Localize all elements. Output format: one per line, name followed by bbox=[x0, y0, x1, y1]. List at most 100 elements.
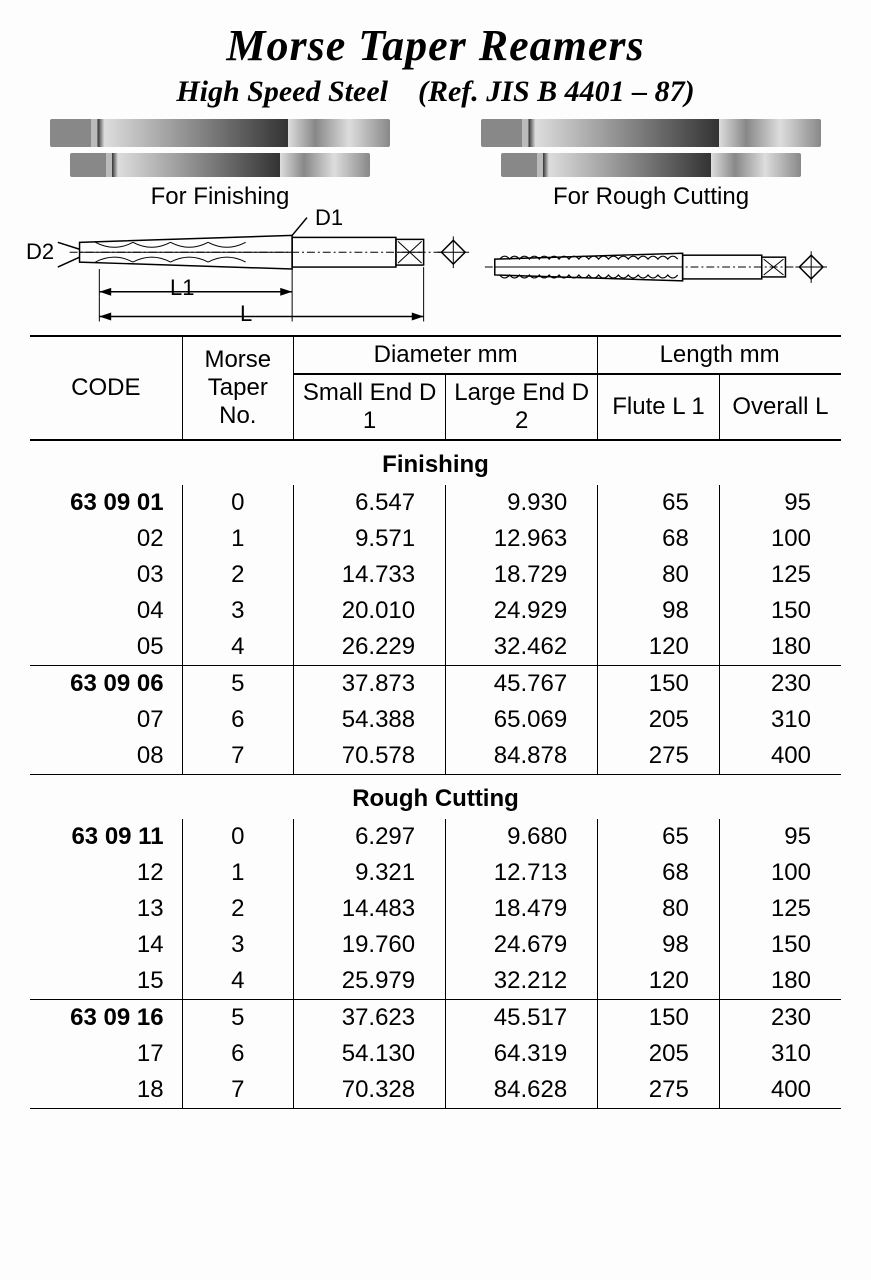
cell-d2: 18.479 bbox=[446, 891, 598, 927]
cell-code: 14 bbox=[30, 927, 182, 963]
cell-l: 310 bbox=[719, 1036, 841, 1072]
cell-l: 310 bbox=[719, 702, 841, 738]
table-row: 04320.01024.92998150 bbox=[30, 593, 841, 629]
cell-code: 03 bbox=[30, 557, 182, 593]
cell-l: 400 bbox=[719, 738, 841, 775]
cell-l: 150 bbox=[719, 927, 841, 963]
cell-l: 95 bbox=[719, 819, 841, 855]
cell-l1: 120 bbox=[598, 963, 720, 1000]
cell-l1: 205 bbox=[598, 1036, 720, 1072]
finishing-reamer-small-icon bbox=[70, 153, 370, 177]
cell-d1: 9.321 bbox=[294, 855, 446, 891]
table-row: 14319.76024.67998150 bbox=[30, 927, 841, 963]
cell-l: 180 bbox=[719, 963, 841, 1000]
cell-l1: 68 bbox=[598, 521, 720, 557]
cell-d1: 70.328 bbox=[294, 1072, 446, 1109]
cell-l: 150 bbox=[719, 593, 841, 629]
page-header: Morse Taper Reamers High Speed Steel (Re… bbox=[30, 20, 841, 109]
d1-label: D1 bbox=[315, 205, 343, 231]
cell-taper: 0 bbox=[182, 485, 294, 521]
cell-taper: 6 bbox=[182, 1036, 294, 1072]
cell-l: 180 bbox=[719, 629, 841, 666]
cell-taper: 0 bbox=[182, 819, 294, 855]
cell-l1: 150 bbox=[598, 1000, 720, 1037]
finishing-reamer-large-icon bbox=[50, 119, 390, 147]
cell-d1: 9.571 bbox=[294, 521, 446, 557]
cell-taper: 7 bbox=[182, 738, 294, 775]
cell-taper: 2 bbox=[182, 891, 294, 927]
cell-l1: 65 bbox=[598, 485, 720, 521]
cell-l: 100 bbox=[719, 855, 841, 891]
rough-label: For Rough Cutting bbox=[553, 183, 749, 211]
th-l: Overall L bbox=[719, 374, 841, 440]
cell-d1: 54.388 bbox=[294, 702, 446, 738]
th-diameter: Diameter mm bbox=[294, 336, 598, 374]
cell-taper: 6 bbox=[182, 702, 294, 738]
subheader: High Speed Steel (Ref. JIS B 4401 – 87) bbox=[30, 75, 841, 109]
cell-d2: 45.517 bbox=[446, 1000, 598, 1037]
cell-d2: 32.212 bbox=[446, 963, 598, 1000]
table-body: Finishing63 09 0106.5479.93065950219.571… bbox=[30, 440, 841, 1109]
cell-d1: 19.760 bbox=[294, 927, 446, 963]
cell-code: 12 bbox=[30, 855, 182, 891]
cell-taper: 4 bbox=[182, 629, 294, 666]
diagram-right bbox=[475, 237, 831, 307]
table-row: 1219.32112.71368100 bbox=[30, 855, 841, 891]
l1-label: L1 bbox=[170, 275, 194, 301]
cell-code: 18 bbox=[30, 1072, 182, 1109]
th-taper: Morse Taper No. bbox=[182, 336, 294, 440]
cell-taper: 1 bbox=[182, 855, 294, 891]
cell-d1: 26.229 bbox=[294, 629, 446, 666]
spec-table: CODE Morse Taper No. Diameter mm Length … bbox=[30, 335, 841, 1109]
cell-code: 05 bbox=[30, 629, 182, 666]
table-row: 18770.32884.628275400 bbox=[30, 1072, 841, 1109]
cell-code: 02 bbox=[30, 521, 182, 557]
th-length: Length mm bbox=[598, 336, 841, 374]
page-title: Morse Taper Reamers bbox=[30, 20, 841, 71]
cell-l: 95 bbox=[719, 485, 841, 521]
rough-reamer-large-icon bbox=[481, 119, 821, 147]
cell-l1: 98 bbox=[598, 927, 720, 963]
cell-d1: 37.623 bbox=[294, 1000, 446, 1037]
cell-taper: 1 bbox=[182, 521, 294, 557]
cell-taper: 4 bbox=[182, 963, 294, 1000]
cell-l1: 205 bbox=[598, 702, 720, 738]
l-label: L bbox=[240, 301, 252, 327]
table-row: 63 09 0106.5479.9306595 bbox=[30, 485, 841, 521]
rough-reamer-small-icon bbox=[501, 153, 801, 177]
cell-d1: 54.130 bbox=[294, 1036, 446, 1072]
cell-l1: 65 bbox=[598, 819, 720, 855]
table-row: 63 09 16537.62345.517150230 bbox=[30, 1000, 841, 1037]
reference: (Ref. JIS B 4401 – 87) bbox=[418, 75, 695, 109]
table-row: 08770.57884.878275400 bbox=[30, 738, 841, 775]
diagram-row: D1 D2 L1 L bbox=[30, 217, 841, 327]
table-row: 63 09 06537.87345.767150230 bbox=[30, 666, 841, 703]
cell-d2: 84.628 bbox=[446, 1072, 598, 1109]
table-row: 17654.13064.319205310 bbox=[30, 1036, 841, 1072]
cell-d1: 14.483 bbox=[294, 891, 446, 927]
cell-l: 230 bbox=[719, 666, 841, 703]
cell-d2: 24.679 bbox=[446, 927, 598, 963]
subtitle: High Speed Steel bbox=[176, 75, 388, 109]
cell-d1: 14.733 bbox=[294, 557, 446, 593]
cell-l1: 275 bbox=[598, 738, 720, 775]
cell-d2: 9.930 bbox=[446, 485, 598, 521]
th-d2: Large End D 2 bbox=[446, 374, 598, 440]
cell-l: 125 bbox=[719, 557, 841, 593]
cell-l: 400 bbox=[719, 1072, 841, 1109]
cell-l: 230 bbox=[719, 1000, 841, 1037]
cell-d2: 24.929 bbox=[446, 593, 598, 629]
cell-d2: 84.878 bbox=[446, 738, 598, 775]
cell-l: 100 bbox=[719, 521, 841, 557]
cell-code: 15 bbox=[30, 963, 182, 1000]
d2-label: D2 bbox=[26, 239, 54, 265]
cell-taper: 7 bbox=[182, 1072, 294, 1109]
cell-taper: 3 bbox=[182, 593, 294, 629]
section-label: Rough Cutting bbox=[30, 775, 841, 820]
cell-taper: 5 bbox=[182, 1000, 294, 1037]
cell-l1: 68 bbox=[598, 855, 720, 891]
cell-l1: 120 bbox=[598, 629, 720, 666]
cell-l1: 275 bbox=[598, 1072, 720, 1109]
cell-l1: 80 bbox=[598, 557, 720, 593]
rough-group: For Rough Cutting bbox=[481, 119, 821, 211]
